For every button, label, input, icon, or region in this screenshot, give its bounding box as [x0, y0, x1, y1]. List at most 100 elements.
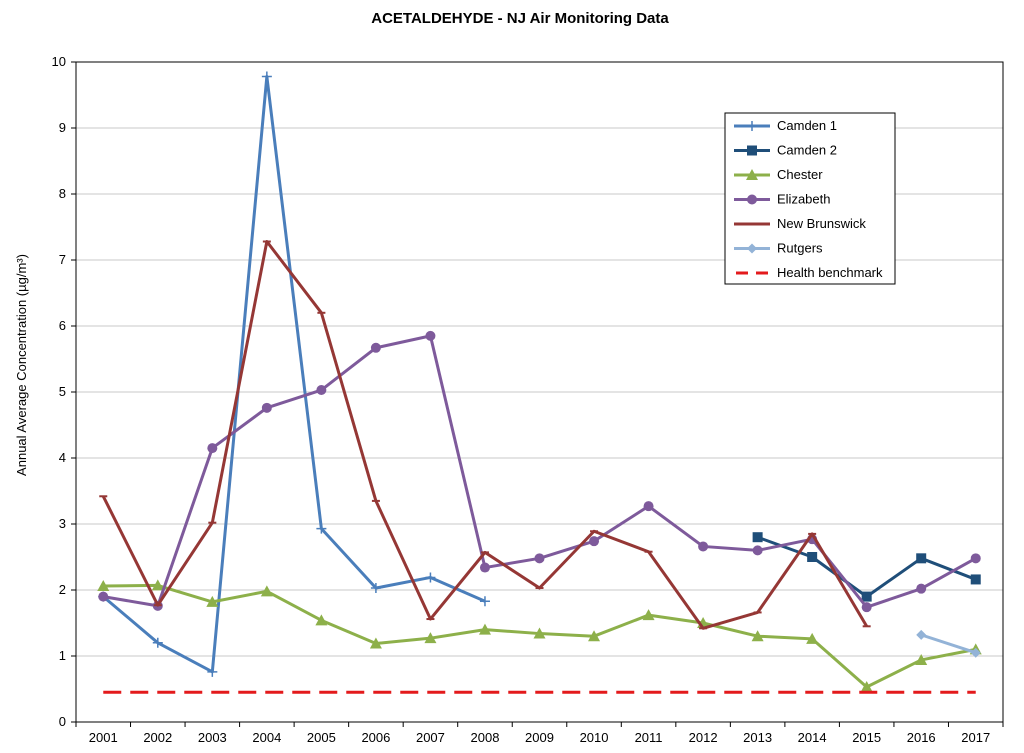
legend-item-rutgers: Rutgers — [734, 241, 823, 256]
y-tick-label-7: 7 — [59, 252, 66, 267]
data-point-chester-2010 — [588, 630, 601, 642]
series-camden-1 — [98, 71, 490, 677]
data-point-elizabeth-2007 — [425, 330, 436, 341]
data-point-elizabeth-2009 — [534, 553, 545, 564]
data-point-camden-2-2013 — [752, 532, 763, 543]
legend-item-camden-2: Camden 2 — [734, 143, 837, 158]
x-tick-label-2009: 2009 — [525, 730, 554, 745]
y-tick-label-5: 5 — [59, 384, 66, 399]
data-point-camden-1-2007 — [425, 572, 436, 583]
legend-label-camden-2: Camden 2 — [777, 143, 837, 158]
legend-label-new-brunswick: New Brunswick — [777, 216, 866, 231]
data-point-rutgers-2017 — [970, 647, 981, 658]
data-point-elizabeth-2008 — [479, 562, 490, 573]
data-point-elizabeth-2013 — [752, 545, 763, 556]
data-point-camden-2-2017 — [970, 574, 981, 585]
data-point-chester-2009 — [533, 627, 546, 639]
data-point-elizabeth-2010 — [589, 536, 600, 547]
x-tick-label-2006: 2006 — [361, 730, 390, 745]
data-point-chester-2006 — [369, 637, 382, 649]
y-tick-label-10: 10 — [52, 54, 66, 69]
series-camden-2 — [752, 532, 981, 602]
x-tick-label-2014: 2014 — [798, 730, 827, 745]
x-tick-label-2017: 2017 — [961, 730, 990, 745]
legend-item-elizabeth: Elizabeth — [734, 192, 830, 207]
data-point-elizabeth-2012 — [698, 541, 709, 552]
data-point-camden-1-2005 — [316, 523, 327, 534]
x-tick-label-2008: 2008 — [471, 730, 500, 745]
data-point-elizabeth-2006 — [370, 342, 381, 353]
x-tick-label-2016: 2016 — [907, 730, 936, 745]
series-line-elizabeth — [103, 334, 977, 609]
y-axis-ticks: 0 1 2 3 4 5 6 7 8 9 10 — [52, 54, 76, 729]
data-point-camden-2-2015 — [861, 591, 872, 602]
data-point-camden-2-2016 — [916, 553, 927, 564]
data-point-camden-1-2004 — [261, 71, 272, 82]
legend-item-health-benchmark: Health benchmark — [736, 265, 883, 280]
series-rutgers — [916, 629, 981, 658]
series-line-camden-1 — [102, 75, 486, 674]
x-axis-ticks: 2001 2002 2003 2004 2005 2006 2007 2008 2009 2010… — [75, 722, 1004, 745]
data-point-chester-2013 — [751, 630, 764, 642]
data-point-chester-2003 — [206, 595, 219, 607]
data-point-camden-1-2003 — [207, 666, 218, 677]
legend-marker-rutgers — [747, 243, 757, 254]
y-tick-label-4: 4 — [59, 450, 66, 465]
data-point-rutgers-2016 — [916, 629, 927, 640]
legend-label-elizabeth: Elizabeth — [777, 192, 830, 207]
legend-marker-chester — [746, 169, 758, 180]
y-tick-label-9: 9 — [59, 120, 66, 135]
x-tick-label-2015: 2015 — [852, 730, 881, 745]
series-new-brunswick — [99, 240, 871, 630]
data-point-camden-1-2008 — [479, 596, 490, 607]
x-tick-label-2010: 2010 — [580, 730, 609, 745]
data-point-elizabeth-2005 — [316, 385, 327, 396]
data-point-elizabeth-2001 — [98, 591, 109, 602]
x-tick-label-2007: 2007 — [416, 730, 445, 745]
legend-item-chester: Chester — [734, 167, 823, 182]
x-tick-label-2004: 2004 — [252, 730, 281, 745]
data-point-elizabeth-2004 — [261, 402, 272, 413]
x-tick-label-2013: 2013 — [743, 730, 772, 745]
data-point-camden-2-2014 — [807, 552, 818, 562]
data-point-chester-2014 — [806, 632, 819, 644]
legend-marker-camden-2 — [747, 145, 757, 156]
y-tick-label-3: 3 — [59, 516, 66, 531]
y-axis-label: Annual Average Concentration (µg/m³) — [14, 254, 29, 476]
data-point-camden-1-2002 — [152, 637, 163, 648]
y-tick-label-8: 8 — [59, 186, 66, 201]
legend: Camden 1 Camden 2 Chester Elizabeth New Brun… — [724, 112, 896, 285]
data-point-chester-2016 — [915, 653, 928, 665]
x-tick-label-2011: 2011 — [635, 730, 663, 745]
legend-item-camden-1: Camden 1 — [734, 118, 837, 133]
x-tick-label-2005: 2005 — [307, 730, 336, 745]
legend-label-camden-1: Camden 1 — [777, 118, 837, 133]
data-point-elizabeth-2015 — [861, 602, 872, 613]
legend-item-new-brunswick: New Brunswick — [734, 216, 866, 231]
data-point-chester-2007 — [424, 632, 437, 644]
data-point-camden-1-2006 — [370, 583, 381, 594]
series-chester — [97, 579, 982, 693]
x-tick-label-2012: 2012 — [689, 730, 718, 745]
legend-label-chester: Chester — [777, 167, 823, 182]
data-point-chester-2002 — [151, 579, 164, 591]
legend-label-health-benchmark: Health benchmark — [777, 265, 883, 280]
data-point-chester-2001 — [97, 580, 110, 592]
data-point-elizabeth-2016 — [916, 583, 927, 594]
data-point-elizabeth-2017 — [970, 553, 981, 564]
data-point-elizabeth-2011 — [643, 501, 654, 512]
data-point-chester-2011 — [642, 609, 655, 621]
x-tick-label-2003: 2003 — [198, 730, 227, 745]
legend-label-rutgers: Rutgers — [777, 241, 823, 256]
legend-marker-elizabeth — [747, 194, 757, 205]
legend-marker-camden-1 — [747, 121, 757, 131]
data-point-chester-2004 — [260, 585, 273, 597]
y-tick-label-2: 2 — [59, 582, 66, 597]
series-line-rutgers — [920, 633, 977, 655]
data-point-chester-2008 — [478, 623, 491, 635]
series-layer — [97, 71, 982, 694]
y-tick-label-1: 1 — [59, 648, 66, 663]
x-tick-label-2002: 2002 — [143, 730, 172, 745]
data-point-elizabeth-2003 — [207, 443, 218, 454]
